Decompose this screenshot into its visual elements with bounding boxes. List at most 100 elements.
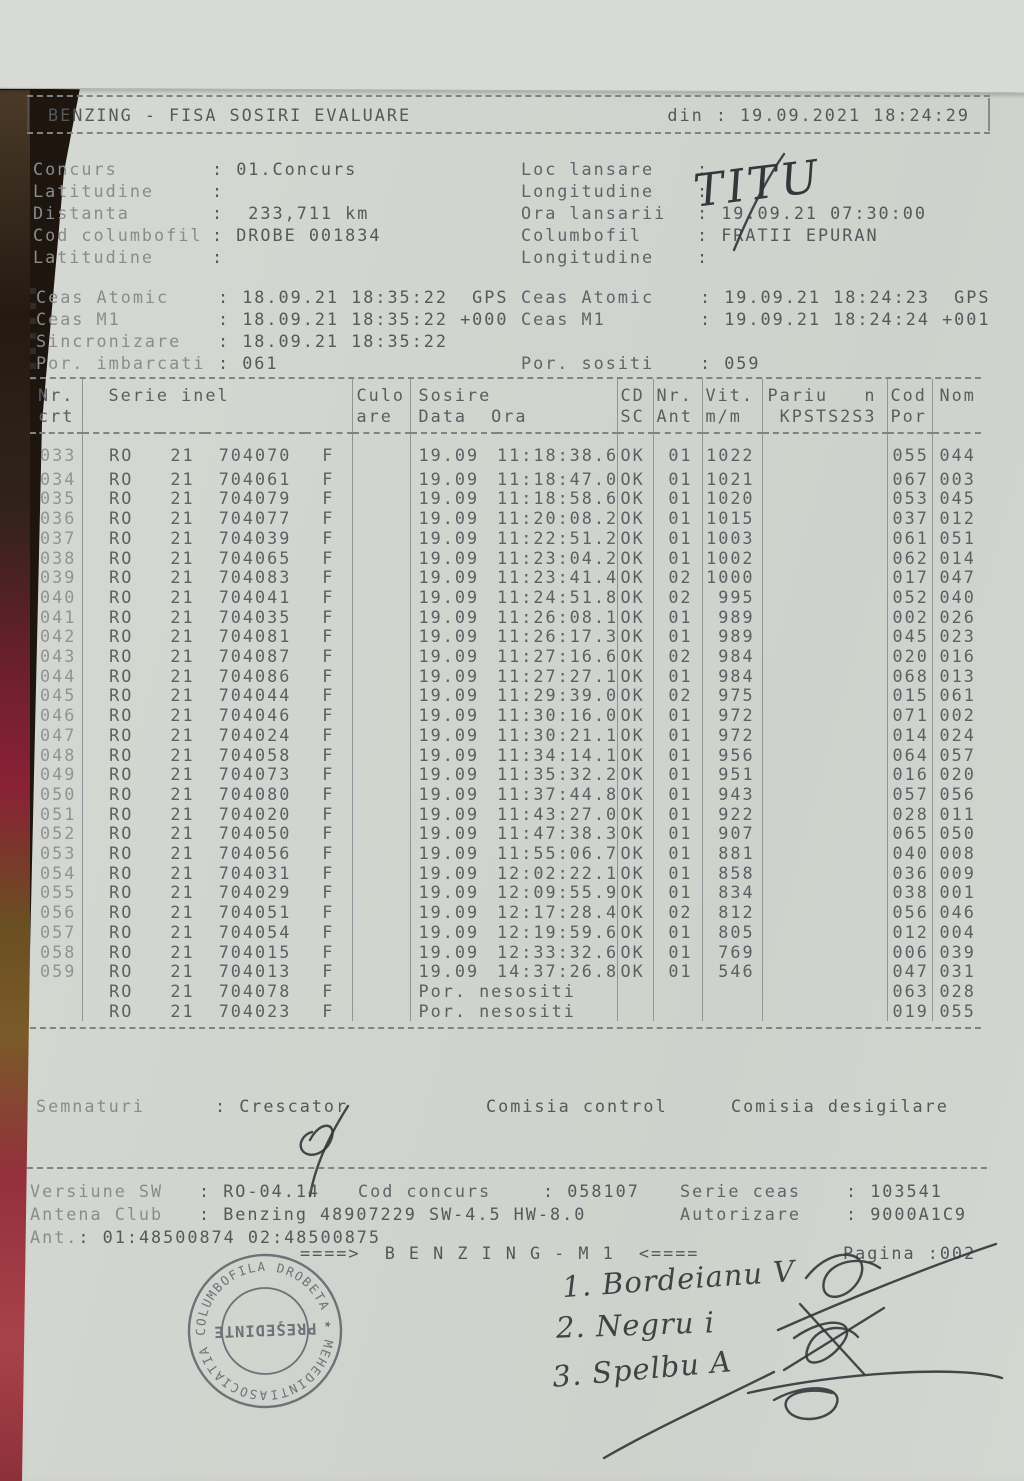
cell: F — [305, 962, 353, 982]
cell: 11:18:58.6 — [497, 489, 618, 510]
cell: 01 — [653, 784, 703, 805]
cell: F — [305, 433, 353, 470]
loc-lansare-handwriting: TITU — [691, 149, 824, 252]
cell: 704041 — [218, 587, 292, 607]
cell: 051 — [939, 528, 976, 548]
cell: F — [305, 587, 353, 608]
cell: 055 — [887, 433, 933, 470]
cell: 11:43:27.0 — [497, 804, 618, 825]
cell: Por. nesositi — [410, 1001, 618, 1022]
cell: OK — [617, 725, 654, 746]
cell: F — [305, 647, 353, 667]
cell — [352, 922, 411, 943]
report-header-box: BENZING - FISA SOSIRI EVALUARE din : 19.… — [27, 95, 990, 134]
cell: 704029 — [218, 883, 292, 903]
clock-info-section: Ceas Atomic: 18.09.21 18:35:22 GPS Ceas A… — [36, 286, 996, 374]
cell: 057 — [887, 784, 933, 805]
cell: 01 — [653, 666, 703, 687]
cell: 995 — [702, 587, 763, 608]
cell: 039 — [30, 568, 83, 588]
cell: 11:27:16.6 — [497, 647, 618, 667]
cell: 704031 — [218, 863, 292, 883]
cell — [352, 666, 411, 687]
cell: 001 — [939, 883, 976, 903]
cell: 21 — [170, 942, 195, 962]
footer-label: Cod concurs — [358, 1181, 492, 1201]
clock-label: Ceas Atomic — [36, 287, 170, 307]
cell: 19.09 — [418, 469, 480, 489]
info-label: Cod columbofil — [33, 225, 203, 245]
cell: OK — [617, 489, 654, 510]
footer-value: : 103541 — [846, 1181, 943, 1201]
cell: 013 — [939, 666, 976, 686]
cell — [352, 942, 411, 963]
cell: 040 — [939, 587, 976, 607]
cell — [617, 981, 654, 1002]
cell: 11:20:08.2 — [497, 509, 618, 529]
cell: 01 — [653, 607, 703, 628]
cell — [762, 1001, 888, 1022]
stamp-center-text: PREŞEDINTE — [213, 1319, 317, 1341]
info-value: : 233,711 km — [212, 203, 370, 223]
cell: 048 — [30, 745, 83, 766]
cell: 040 — [887, 844, 933, 864]
cell: F — [305, 824, 353, 845]
cell: 19.09 — [418, 548, 480, 568]
footer-group: Cod concurs: 058107 — [358, 1181, 640, 1201]
cell: 12:02:22.1 — [497, 863, 618, 884]
cell: 704081 — [218, 627, 292, 647]
cell: 19.09 — [418, 627, 480, 647]
cell: 21 — [170, 922, 195, 942]
cell: 21 — [170, 587, 195, 607]
cell: RO — [109, 587, 134, 607]
cell: 035 — [30, 489, 83, 510]
cell: 056 — [30, 903, 83, 923]
divider — [27, 95, 990, 97]
cell — [762, 765, 888, 785]
table-row: 044 RO 21 704086 F 19.09 11:27:27.1 OK 01 984 068 0… — [30, 666, 981, 687]
cell: 19.09 — [418, 587, 480, 607]
column-header: Nr. crt — [30, 379, 83, 434]
cell: RO — [109, 666, 134, 686]
cell: OK — [617, 587, 654, 608]
cell: 19.09 — [418, 863, 480, 883]
cell: 21 — [170, 844, 195, 864]
cell: 956 — [702, 745, 763, 766]
cell — [762, 863, 888, 884]
cell: 011 — [939, 804, 976, 824]
cell: 012 — [939, 509, 976, 529]
cell: F — [305, 981, 353, 1002]
footer-label: Serie ceas — [680, 1181, 802, 1201]
cell: 21 — [170, 804, 195, 824]
footer-value: : RO-04.14 — [199, 1181, 321, 1201]
cell: 1020 — [702, 489, 763, 510]
table-row: 047 RO 21 704024 F 19.09 11:30:21.1 OK 01 972 014 0… — [30, 725, 981, 746]
footer-group: Antena Club: Benzing 48907229 SW-4.5 HW-… — [30, 1204, 586, 1224]
cell: 11:23:04.2 — [497, 548, 618, 569]
cell: 053 — [30, 844, 83, 864]
cell: 989 — [702, 627, 763, 648]
table-row: 057 RO 21 704054 F 19.09 12:19:59.6 OK 01 805 012 0… — [30, 922, 981, 943]
cell — [352, 548, 411, 569]
footer-line: Versiune SW: RO-04.14 Cod concurs: 058107… — [30, 1181, 1010, 1204]
cell — [702, 1001, 763, 1022]
cell — [762, 824, 888, 845]
cell: 812 — [702, 903, 763, 923]
text-line: Por. imbarcati: 061 Por. sositi: 059 — [36, 352, 996, 374]
cell: RO — [109, 981, 134, 1001]
cell — [352, 647, 411, 667]
cell — [702, 981, 763, 1002]
footer-line: Antena Club: Benzing 48907229 SW-4.5 HW-… — [30, 1204, 1010, 1227]
cell: 057 — [30, 922, 83, 943]
cell: 02 — [653, 686, 703, 707]
cell — [352, 627, 411, 648]
cell: 004 — [939, 922, 976, 942]
cell: 11:23:41.4 — [497, 568, 618, 588]
footer-group: Versiune SW: RO-04.14 — [30, 1181, 320, 1201]
table-row: 043 RO 21 704087 F 19.09 11:27:16.6 OK 02 984 020 0… — [30, 647, 981, 667]
info-label: Concurs — [33, 159, 118, 179]
cell: 704078 — [218, 981, 292, 1001]
table-row: 056 RO 21 704051 F 19.09 12:17:28.4 OK 02 812 056 0… — [30, 903, 981, 923]
committee-signatures — [602, 1242, 1004, 1460]
clock-label: Sincronizare — [36, 331, 182, 351]
